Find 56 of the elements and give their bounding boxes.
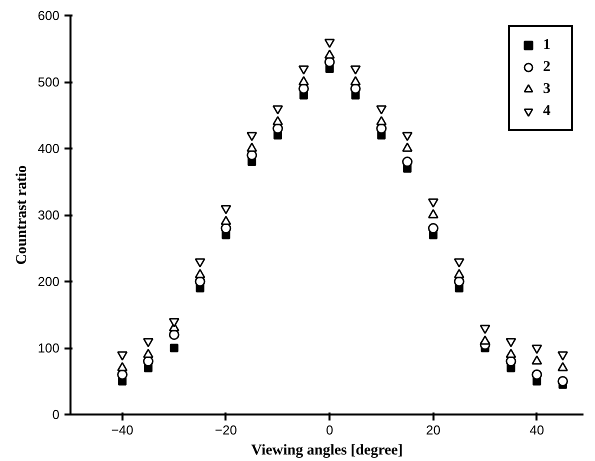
point [298,65,309,75]
point [532,355,542,365]
point [428,209,438,218]
legend-label: 2 [543,58,552,76]
point [142,338,154,348]
x-tick-label: 40 [530,422,544,438]
point [532,369,542,380]
point [246,132,258,142]
x-tick-label: 20 [426,422,440,438]
point [376,116,387,126]
point [117,351,128,361]
point [272,105,284,115]
point [350,65,361,75]
legend-label: 1 [543,36,552,54]
point [558,376,568,386]
point [454,258,464,268]
x-tick-label: 0 [326,422,334,438]
point [246,142,258,152]
y-tick-label: 200 [38,274,60,289]
point [454,268,464,278]
point [298,76,309,86]
point [194,258,206,268]
y-tick-label: 300 [38,208,60,222]
point [532,344,542,354]
point [324,38,335,48]
legend-label: 3 [543,80,552,98]
point [480,324,490,334]
point [142,348,154,358]
point [402,142,413,152]
x-axis-title: Viewing angles [degree] [251,442,403,458]
point [220,205,232,214]
point [402,132,413,142]
point [117,362,128,372]
y-tick-label: 400 [38,141,60,156]
y-axis-title: Countrast ratio [14,165,30,265]
point [350,76,361,86]
point [376,105,387,115]
y-tick-label: 500 [38,74,60,90]
point [558,351,568,361]
point [220,216,232,225]
x-tick-label: −40 [111,422,134,438]
point [428,198,438,208]
y-tick-label: 0 [52,407,60,422]
legend-label: 4 [543,102,552,120]
point [558,362,568,372]
point [272,116,284,126]
point [168,318,180,328]
point [506,348,516,358]
point [170,344,178,352]
y-tick-label: 100 [38,340,60,356]
point [194,268,206,278]
x-tick-label: −20 [214,422,237,438]
y-tick-label: 600 [38,8,60,23]
point [324,49,335,59]
point [506,338,516,348]
point [480,335,490,345]
